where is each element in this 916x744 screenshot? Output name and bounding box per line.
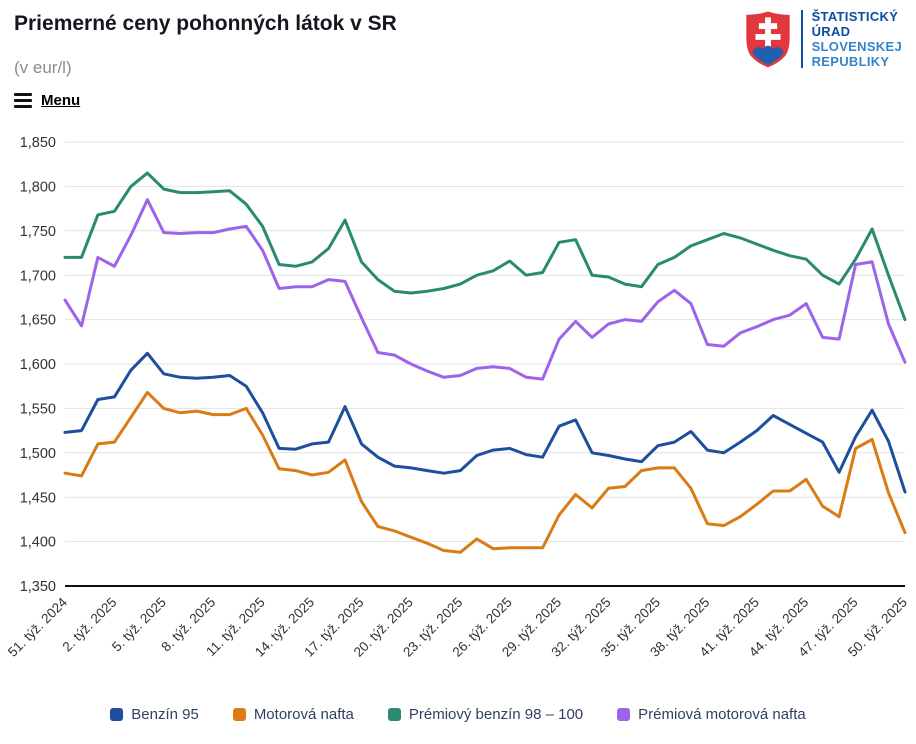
y-axis-label: 1,550 xyxy=(20,401,56,417)
y-axis-label: 1,700 xyxy=(20,268,56,284)
logo-line: SLOVENSKEJ xyxy=(811,39,902,54)
chart-area: 1,350 1,400 1,450 1,500 1,550 1,600 1,650 1,700… xyxy=(0,128,916,693)
legend-item-premiova-motorova-nafta[interactable]: Prémiová motorová nafta xyxy=(617,706,806,723)
y-axis-label: 1,800 xyxy=(20,179,56,195)
legend-marker-premiova-motorova-nafta xyxy=(617,708,631,721)
y-axis-label: 1,400 xyxy=(20,535,56,551)
series-line-premiovy-benzin-98-100[interactable] xyxy=(63,171,907,322)
legend-label: Motorová nafta xyxy=(253,706,354,723)
x-axis-label: 51. týž. 2024 xyxy=(5,594,71,660)
legend-marker-benzin-95 xyxy=(110,708,124,721)
logo-line: ŠTATISTICKÝ xyxy=(811,9,899,24)
logo-line: REPUBLIKY xyxy=(811,54,890,69)
menu-button[interactable]: Menu xyxy=(14,92,80,109)
legend-label: Benzín 95 xyxy=(131,706,199,723)
y-axis-label: 1,850 xyxy=(20,135,56,151)
y-axis-label: 1,500 xyxy=(20,446,56,462)
y-axis-label: 1,600 xyxy=(20,357,56,373)
legend-marker-motorova-nafta xyxy=(232,708,246,721)
page-subtitle: (v eur/l) xyxy=(14,58,72,77)
series-line-benzin-95[interactable] xyxy=(63,351,907,494)
legend-label: Prémiový benzín 98 – 100 xyxy=(408,706,584,723)
hamburger-icon xyxy=(14,93,32,108)
y-axis-label: 1,750 xyxy=(20,224,56,240)
series-line-motorova-nafta[interactable] xyxy=(63,390,907,554)
fuel-price-line-chart[interactable]: 1,350 1,400 1,450 1,500 1,550 1,600 1,650 1,700… xyxy=(0,128,916,688)
statistical-office-logo: ŠTATISTICKÝ ÚRAD SLOVENSKEJ REPUBLIKY xyxy=(743,8,902,70)
slovak-coat-of-arms-icon xyxy=(745,11,790,68)
y-axis-label: 1,450 xyxy=(20,490,56,506)
logo-line: ÚRAD xyxy=(811,24,851,39)
legend-item-benzin-95[interactable]: Benzín 95 xyxy=(110,706,199,723)
logo-text: ŠTATISTICKÝ ÚRAD SLOVENSKEJ REPUBLIKY xyxy=(812,9,902,69)
legend-label: Prémiová motorová nafta xyxy=(638,706,806,723)
legend-item-premiovy-benzin-98-100[interactable]: Prémiový benzín 98 – 100 xyxy=(387,706,584,723)
legend-item-motorova-nafta[interactable]: Motorová nafta xyxy=(232,706,354,723)
y-axis-label: 1,350 xyxy=(20,579,56,595)
menu-label: Menu xyxy=(41,92,81,109)
series-line-premiova-motorova-nafta[interactable] xyxy=(63,198,907,381)
legend-marker-premiovy-benzin-98-100 xyxy=(387,708,401,721)
legend: Benzín 95 Motorová nafta Prémiový benzín 9… xyxy=(0,706,916,723)
logo-divider xyxy=(800,10,803,68)
y-axis-label: 1,650 xyxy=(20,313,56,329)
page-title: Priemerné ceny pohonných látok v SR xyxy=(14,12,397,35)
